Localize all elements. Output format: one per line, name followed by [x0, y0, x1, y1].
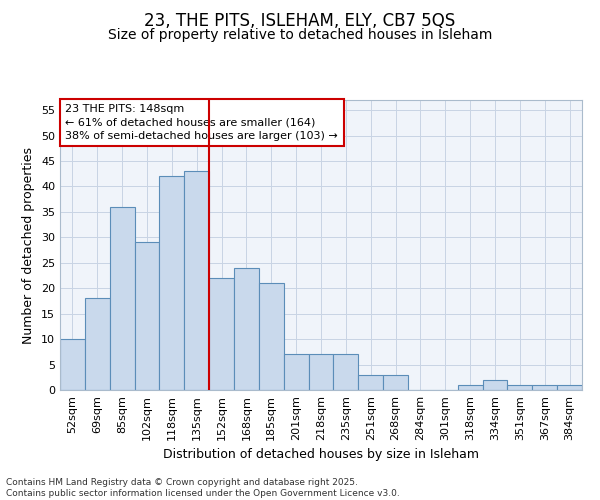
Bar	[209, 278, 234, 390]
Text: Size of property relative to detached houses in Isleham: Size of property relative to detached ho…	[108, 28, 492, 42]
Bar	[184, 171, 209, 390]
Bar	[234, 268, 259, 390]
Bar	[60, 339, 85, 390]
Bar	[284, 354, 308, 390]
Bar	[160, 176, 184, 390]
X-axis label: Distribution of detached houses by size in Isleham: Distribution of detached houses by size …	[163, 448, 479, 462]
Bar	[557, 385, 582, 390]
Bar	[85, 298, 110, 390]
Text: 23, THE PITS, ISLEHAM, ELY, CB7 5QS: 23, THE PITS, ISLEHAM, ELY, CB7 5QS	[145, 12, 455, 30]
Text: 23 THE PITS: 148sqm
← 61% of detached houses are smaller (164)
38% of semi-detac: 23 THE PITS: 148sqm ← 61% of detached ho…	[65, 104, 338, 141]
Bar	[508, 385, 532, 390]
Y-axis label: Number of detached properties: Number of detached properties	[22, 146, 35, 344]
Bar	[458, 385, 482, 390]
Bar	[308, 354, 334, 390]
Bar	[482, 380, 508, 390]
Bar	[110, 207, 134, 390]
Bar	[259, 283, 284, 390]
Text: Contains HM Land Registry data © Crown copyright and database right 2025.
Contai: Contains HM Land Registry data © Crown c…	[6, 478, 400, 498]
Bar	[383, 374, 408, 390]
Bar	[134, 242, 160, 390]
Bar	[358, 374, 383, 390]
Bar	[532, 385, 557, 390]
Bar	[334, 354, 358, 390]
